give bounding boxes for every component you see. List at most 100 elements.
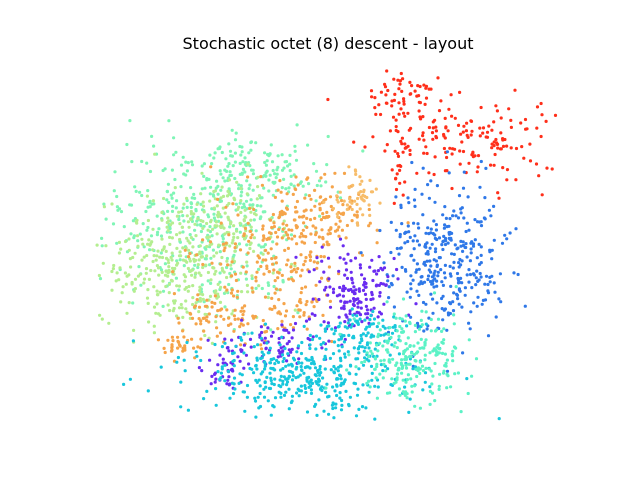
scatter-point [389, 335, 393, 340]
scatter-point [343, 286, 347, 291]
scatter-point [272, 221, 276, 225]
scatter-point [377, 103, 381, 107]
scatter-point [202, 329, 206, 333]
scatter-point [452, 252, 456, 256]
scatter-point [347, 288, 351, 292]
scatter-point [281, 382, 285, 386]
scatter-point [464, 245, 468, 250]
scatter-point [177, 210, 181, 214]
scatter-point [185, 205, 189, 209]
scatter-point [242, 237, 247, 241]
scatter-point [263, 367, 267, 371]
scatter-point [138, 190, 142, 194]
scatter-point [326, 134, 330, 139]
scatter-point [302, 371, 306, 375]
scatter-point [424, 302, 428, 306]
scatter-point [131, 339, 135, 343]
scatter-point [354, 172, 358, 176]
scatter-point [212, 212, 216, 216]
scatter-point [122, 382, 126, 386]
scatter-point [375, 228, 379, 232]
scatter-point [283, 248, 287, 252]
scatter-point [256, 343, 260, 347]
scatter-point [286, 352, 290, 356]
scatter-point [321, 376, 325, 380]
scatter-point [252, 371, 256, 375]
scatter-point [296, 183, 300, 187]
scatter-point [188, 269, 192, 273]
scatter-point [326, 321, 330, 325]
scatter-point [278, 351, 282, 355]
scatter-point [422, 151, 426, 155]
scatter-point [269, 376, 273, 380]
scatter-point [398, 79, 402, 83]
scatter-point [297, 215, 302, 219]
scatter-point [123, 239, 128, 244]
scatter-point [279, 190, 283, 194]
scatter-point [342, 334, 346, 338]
scatter-point [198, 296, 202, 301]
scatter-point [331, 290, 336, 295]
scatter-point [400, 136, 404, 140]
scatter-point [467, 280, 471, 284]
scatter-point [258, 333, 262, 337]
scatter-point [409, 287, 413, 291]
scatter-point [451, 309, 456, 313]
scatter-point [263, 160, 267, 165]
scatter-point [445, 369, 450, 373]
scatter-point [347, 165, 351, 169]
scatter-point [427, 232, 431, 236]
scatter-point [481, 126, 486, 130]
scatter-point [443, 116, 447, 120]
scatter-point [402, 99, 406, 103]
scatter-point [325, 324, 329, 329]
scatter-point [553, 113, 558, 117]
scatter-point [331, 402, 336, 406]
scatter-point [296, 360, 301, 364]
scatter-point [404, 380, 408, 384]
scatter-point [469, 251, 473, 255]
scatter-point [190, 273, 194, 277]
scatter-point [327, 265, 331, 269]
scatter-point [172, 299, 176, 303]
scatter-point [471, 244, 476, 248]
scatter-point [240, 373, 244, 377]
scatter-point [397, 112, 401, 116]
scatter-point [418, 360, 422, 364]
scatter-point [230, 338, 234, 342]
scatter-point [367, 379, 371, 383]
scatter-point [498, 272, 502, 276]
scatter-point [314, 347, 318, 351]
scatter-point [357, 289, 362, 293]
scatter-point [230, 381, 234, 385]
scatter-point [277, 349, 281, 353]
scatter-point [327, 412, 331, 416]
scatter-point [432, 219, 436, 223]
scatter-point [476, 154, 481, 158]
scatter-point [255, 358, 259, 362]
scatter-point [348, 318, 352, 322]
scatter-point [113, 170, 117, 174]
scatter-point [269, 357, 273, 362]
scatter-point [225, 259, 229, 263]
scatter-point [181, 230, 185, 234]
scatter-point [371, 135, 375, 139]
scatter-point [322, 409, 326, 413]
scatter-point [199, 319, 203, 323]
scatter-point [361, 149, 365, 153]
scatter-point [390, 331, 395, 335]
scatter-point [209, 278, 213, 282]
scatter-point [382, 358, 386, 362]
scatter-point [247, 239, 251, 243]
scatter-point [136, 244, 140, 248]
scatter-point [127, 237, 131, 241]
scatter-point [443, 364, 447, 368]
scatter-point [441, 247, 445, 252]
scatter-point [325, 163, 329, 167]
scatter-point [377, 255, 381, 259]
scatter-point [260, 356, 264, 360]
scatter-point [377, 321, 381, 325]
scatter-point [260, 350, 264, 354]
scatter-point [303, 384, 307, 388]
scatter-point [240, 338, 244, 342]
